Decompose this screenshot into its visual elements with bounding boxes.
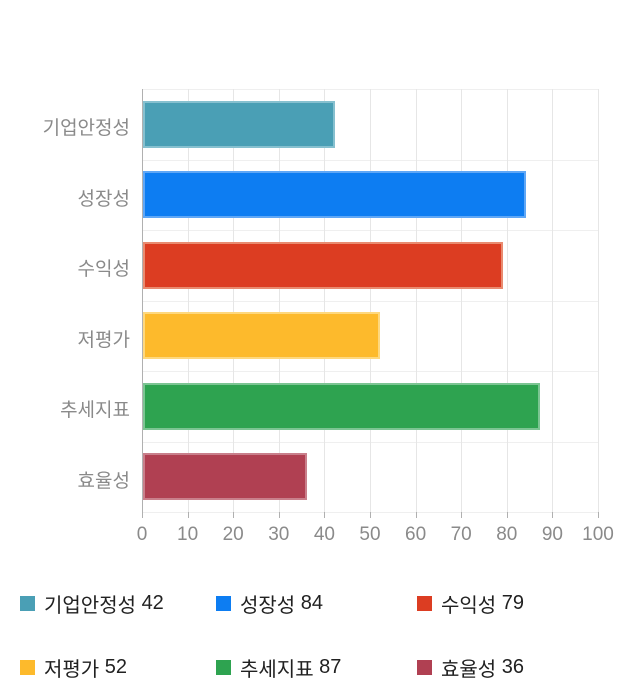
legend-value: 84 (300, 592, 324, 614)
vertical-gridline (187, 89, 189, 512)
x-axis-tick (415, 512, 417, 518)
x-axis-tick (370, 512, 371, 518)
y-axis-label: 성장성 (77, 188, 130, 210)
vertical-gridline (233, 89, 235, 512)
y-axis-label: 수익성 (77, 259, 130, 281)
legend-item-1[interactable]: 기업안정성 42 (20, 589, 164, 618)
vertical-gridline (278, 89, 280, 512)
x-axis-tick-label: 10 (177, 524, 199, 545)
bar-4[interactable] (143, 312, 381, 360)
x-axis-tick-label: 30 (268, 524, 290, 545)
x-axis-tick-label: 80 (496, 524, 518, 545)
y-axis-label: 추세지표 (60, 400, 130, 422)
legend-swatch-icon (417, 660, 432, 675)
legend-swatch-icon (216, 660, 231, 675)
x-axis-tick (461, 512, 463, 518)
vertical-gridline (324, 89, 326, 512)
legend-value: 42 (141, 592, 164, 614)
bar-5[interactable] (143, 382, 540, 430)
y-axis-label: 기업안정성 (42, 118, 130, 140)
x-axis-tick (598, 512, 599, 518)
y-axis-label: 효율성 (77, 470, 130, 492)
vertical-gridline (415, 89, 417, 512)
legend-label: 수익성 (441, 595, 497, 617)
legend-item-4[interactable]: 저평가 52 (20, 653, 127, 682)
legend-value: 36 (501, 656, 525, 678)
vertical-gridline (506, 89, 508, 512)
legend-item-2[interactable]: 성장성 84 (216, 589, 323, 618)
x-axis-tick-label: 20 (222, 524, 244, 545)
legend-label: 성장성 (240, 595, 296, 617)
y-axis-line (142, 89, 143, 512)
legend-swatch-icon (417, 596, 432, 611)
legend-value: 79 (501, 592, 525, 614)
x-axis-tick (142, 512, 143, 518)
legend-label: 추세지표 (240, 659, 314, 681)
legend-label: 효율성 (441, 659, 497, 681)
x-axis-tick-label: 90 (541, 524, 563, 545)
legend-value: 52 (104, 656, 128, 678)
bar-2[interactable] (143, 171, 527, 219)
vertical-gridline (552, 89, 554, 512)
legend-swatch-icon (216, 596, 231, 611)
x-axis-tick-label: 0 (136, 524, 148, 545)
bar-6[interactable] (143, 453, 308, 501)
legend-item-5[interactable]: 추세지표 87 (216, 653, 341, 682)
vertical-gridline (461, 89, 463, 512)
legend-swatch-icon (20, 660, 35, 675)
legend-label: 저평가 (44, 659, 100, 681)
legend-item-6[interactable]: 효율성 36 (417, 653, 524, 682)
x-axis-tick-label: 50 (359, 524, 381, 545)
x-axis-tick-label: 60 (405, 524, 427, 545)
vertical-gridline (370, 89, 371, 512)
x-axis-tick (233, 512, 235, 518)
legend-label: 기업안정성 (44, 595, 136, 617)
x-axis-tick (278, 512, 280, 518)
x-axis-tick (506, 512, 508, 518)
bar-1[interactable] (143, 100, 335, 148)
y-axis-label: 저평가 (77, 329, 130, 351)
x-axis-tick (187, 512, 189, 518)
x-axis-tick (324, 512, 326, 518)
bar-3[interactable] (143, 241, 504, 289)
x-axis-tick-label: 70 (450, 524, 472, 545)
legend-item-3[interactable]: 수익성 79 (417, 589, 524, 618)
legend-value: 87 (319, 656, 342, 678)
legend-swatch-icon (20, 596, 35, 611)
x-axis-tick-label: 40 (313, 524, 335, 545)
x-axis-tick-label: 100 (582, 524, 614, 545)
x-axis-tick (552, 512, 554, 518)
vertical-gridline (598, 89, 599, 512)
